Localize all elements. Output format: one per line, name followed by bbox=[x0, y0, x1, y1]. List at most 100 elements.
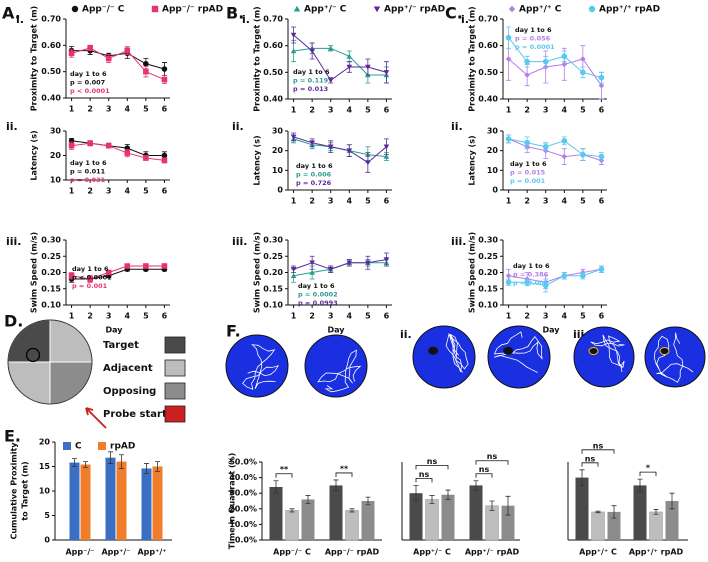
x-tick-label: 2 bbox=[309, 312, 315, 321]
legend-label: C bbox=[75, 442, 82, 452]
x-axis-label: Day bbox=[327, 326, 345, 335]
significance-label: ns bbox=[419, 470, 430, 479]
series-line bbox=[71, 265, 165, 280]
error-bar bbox=[83, 461, 88, 468]
x-tick-label: 6 bbox=[384, 106, 390, 115]
x-tick-label: 2 bbox=[309, 197, 315, 206]
x-tick-label: 4 bbox=[346, 312, 352, 321]
significance-label: ns bbox=[593, 441, 604, 450]
error-bar bbox=[155, 461, 160, 472]
point bbox=[327, 78, 334, 84]
point bbox=[598, 153, 605, 160]
x-tick-label: 2 bbox=[87, 105, 93, 114]
bar bbox=[152, 466, 163, 540]
y-axis-label: Swim Speed (m/s) bbox=[30, 232, 39, 313]
swim-path bbox=[493, 331, 543, 373]
annotation-line: p = 0.011 bbox=[70, 168, 106, 176]
x-tick-label: 6 bbox=[162, 312, 168, 321]
point bbox=[365, 160, 371, 166]
significance-bracket bbox=[275, 473, 293, 478]
y-tick-label: 0.40 bbox=[263, 95, 283, 104]
annotation-line: p = 0.0002 bbox=[298, 291, 338, 299]
annotation-line: p = 0.031 bbox=[70, 176, 106, 184]
annotation-line: p = 0.386 bbox=[513, 271, 549, 279]
y-tick-label: 10 bbox=[272, 166, 284, 175]
platform bbox=[25, 347, 41, 363]
legend-label: Target bbox=[103, 340, 139, 351]
x-tick-label: 6 bbox=[599, 106, 605, 115]
point bbox=[105, 55, 112, 62]
y-tick-label: 0.50 bbox=[41, 67, 61, 76]
x-tick-label: 6 bbox=[384, 197, 390, 206]
annotation-header: day 1 to 6 bbox=[298, 282, 335, 290]
error-bar bbox=[333, 479, 339, 492]
x-tick-label: 4 bbox=[124, 105, 130, 114]
bar bbox=[591, 511, 605, 541]
error-bar bbox=[72, 458, 77, 467]
error-bar bbox=[349, 508, 355, 513]
error-bar bbox=[611, 505, 617, 519]
y-tick-label: 20 bbox=[39, 438, 51, 447]
subpanel-label: i. bbox=[16, 13, 24, 26]
point bbox=[524, 58, 530, 65]
point bbox=[309, 48, 315, 54]
annotation-line: p = 0.007 bbox=[70, 79, 105, 87]
category-label: App⁺/⁺ bbox=[137, 548, 166, 557]
point bbox=[68, 50, 75, 57]
significance-bracket bbox=[581, 449, 615, 454]
series-line bbox=[293, 259, 387, 270]
y-tick-label: 20 bbox=[50, 151, 62, 160]
swim-pool bbox=[412, 325, 476, 389]
annotation-header: day 1 to 6 bbox=[296, 162, 333, 170]
annotation-line: p < 0.0001 bbox=[70, 87, 110, 95]
error-bar bbox=[579, 469, 585, 486]
bar bbox=[69, 462, 80, 540]
x-tick-label: 3 bbox=[543, 106, 549, 115]
significance-bracket bbox=[335, 472, 353, 477]
platform bbox=[659, 347, 670, 355]
annotation-header: day 1 to 6 bbox=[72, 265, 109, 273]
significance-label: ** bbox=[280, 465, 289, 474]
error-bar bbox=[669, 492, 675, 510]
swim-path bbox=[590, 334, 625, 373]
point bbox=[87, 140, 93, 147]
y-axis-label: Cumulative Proximity bbox=[10, 442, 19, 540]
y-tick-label: 30 bbox=[487, 127, 499, 136]
error-bar bbox=[595, 510, 601, 514]
x-tick-label: 4 bbox=[561, 197, 567, 206]
point bbox=[365, 64, 371, 70]
point bbox=[561, 138, 568, 144]
error-bar bbox=[365, 496, 371, 506]
point bbox=[383, 70, 390, 76]
significance-label: ns bbox=[427, 457, 438, 466]
bar bbox=[649, 511, 663, 541]
x-tick-label: 5 bbox=[143, 187, 149, 196]
subpanel-label: ii. bbox=[451, 120, 463, 133]
point bbox=[505, 272, 512, 279]
x-tick-label: 2 bbox=[524, 197, 530, 206]
legend-label: App⁺/⁺ C bbox=[519, 5, 562, 15]
bar bbox=[607, 511, 621, 540]
category-label: App⁻/⁻ rpAD bbox=[325, 548, 380, 557]
annotation-line: p = 0.119 bbox=[293, 77, 329, 85]
x-tick-label: 3 bbox=[328, 312, 334, 321]
x-tick-label: 6 bbox=[162, 187, 168, 196]
x-tick-label: 5 bbox=[580, 106, 586, 115]
y-tick-label: 0.70 bbox=[41, 15, 61, 24]
swim-pool bbox=[644, 326, 706, 388]
x-tick-label: 3 bbox=[328, 197, 334, 206]
bar bbox=[441, 494, 455, 540]
x-tick-label: 6 bbox=[384, 312, 390, 321]
y-axis-label: Latency (s) bbox=[468, 135, 477, 185]
point bbox=[327, 144, 334, 150]
legend-swatch bbox=[98, 442, 106, 450]
y-tick-label: 0.30 bbox=[263, 236, 283, 245]
y-axis-label: to Target (m) bbox=[21, 461, 30, 520]
x-tick-label: 2 bbox=[87, 312, 93, 321]
bar bbox=[501, 505, 515, 540]
x-tick-label: 6 bbox=[162, 105, 168, 114]
x-tick-label: 5 bbox=[580, 197, 586, 206]
subpanel-label: iii. bbox=[451, 235, 467, 248]
legend-swatch bbox=[164, 382, 186, 400]
